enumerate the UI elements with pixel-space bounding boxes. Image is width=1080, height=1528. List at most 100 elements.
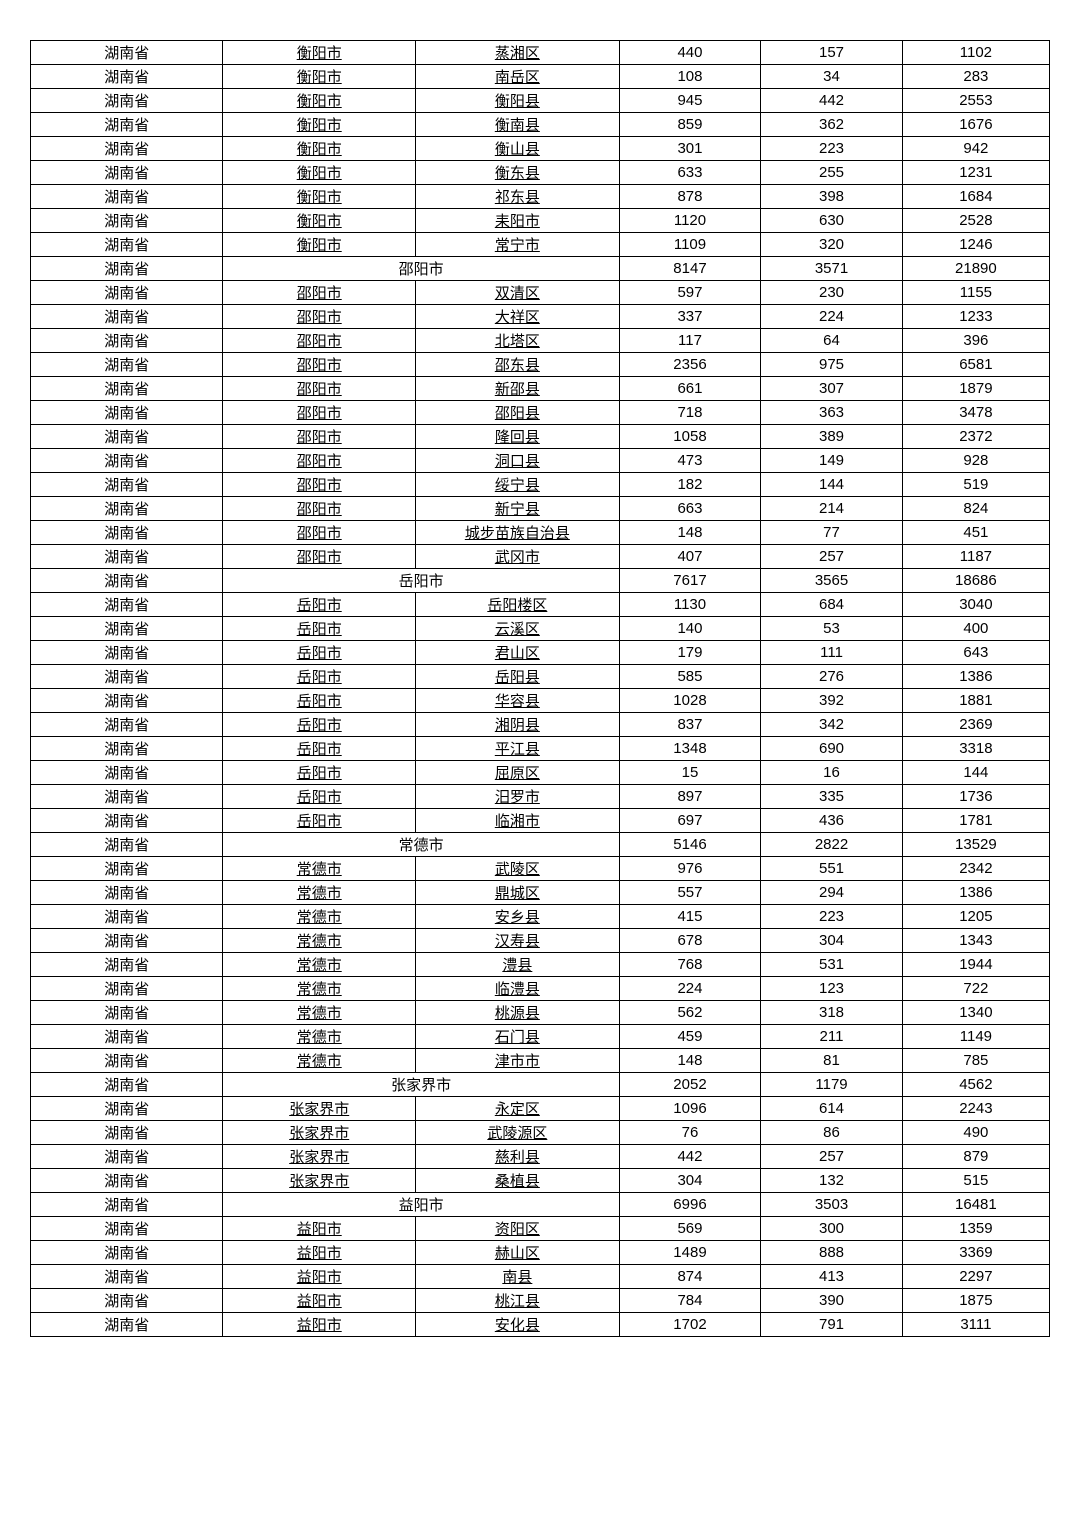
district-cell[interactable]: 石门县 bbox=[415, 1025, 619, 1049]
district-cell[interactable]: 衡山县 bbox=[415, 137, 619, 161]
district-cell[interactable]: 双清区 bbox=[415, 281, 619, 305]
district-cell[interactable]: 武陵源区 bbox=[415, 1121, 619, 1145]
value-cell: 337 bbox=[619, 305, 761, 329]
district-cell[interactable]: 汨罗市 bbox=[415, 785, 619, 809]
district-cell[interactable]: 桃源县 bbox=[415, 1001, 619, 1025]
province-cell: 湖南省 bbox=[31, 1097, 223, 1121]
value-cell: 3318 bbox=[902, 737, 1049, 761]
table-row: 湖南省邵阳市邵阳县7183633478 bbox=[31, 401, 1050, 425]
district-cell[interactable]: 君山区 bbox=[415, 641, 619, 665]
province-cell: 湖南省 bbox=[31, 377, 223, 401]
district-cell[interactable]: 大祥区 bbox=[415, 305, 619, 329]
value-cell: 1120 bbox=[619, 209, 761, 233]
city-cell: 衡阳市 bbox=[223, 209, 415, 233]
province-cell: 湖南省 bbox=[31, 89, 223, 113]
city-cell: 衡阳市 bbox=[223, 65, 415, 89]
district-cell[interactable]: 常宁市 bbox=[415, 233, 619, 257]
value-cell: 551 bbox=[761, 857, 903, 881]
province-cell: 湖南省 bbox=[31, 617, 223, 641]
value-cell: 945 bbox=[619, 89, 761, 113]
value-cell: 515 bbox=[902, 1169, 1049, 1193]
province-cell: 湖南省 bbox=[31, 857, 223, 881]
value-cell: 304 bbox=[619, 1169, 761, 1193]
district-cell[interactable]: 北塔区 bbox=[415, 329, 619, 353]
value-cell: 2342 bbox=[902, 857, 1049, 881]
district-cell[interactable]: 华容县 bbox=[415, 689, 619, 713]
district-cell[interactable]: 南岳区 bbox=[415, 65, 619, 89]
district-cell[interactable]: 赫山区 bbox=[415, 1241, 619, 1265]
district-cell[interactable]: 平江县 bbox=[415, 737, 619, 761]
province-cell: 湖南省 bbox=[31, 161, 223, 185]
value-cell: 362 bbox=[761, 113, 903, 137]
district-cell[interactable]: 武冈市 bbox=[415, 545, 619, 569]
value-cell: 630 bbox=[761, 209, 903, 233]
value-cell: 784 bbox=[619, 1289, 761, 1313]
value-cell: 1359 bbox=[902, 1217, 1049, 1241]
district-cell[interactable]: 蒸湘区 bbox=[415, 41, 619, 65]
value-cell: 585 bbox=[619, 665, 761, 689]
district-cell[interactable]: 安化县 bbox=[415, 1313, 619, 1337]
district-cell[interactable]: 云溪区 bbox=[415, 617, 619, 641]
value-cell: 1155 bbox=[902, 281, 1049, 305]
city-cell: 岳阳市 bbox=[223, 761, 415, 785]
district-cell[interactable]: 屈原区 bbox=[415, 761, 619, 785]
district-cell[interactable]: 鼎城区 bbox=[415, 881, 619, 905]
value-cell: 148 bbox=[619, 1049, 761, 1073]
city-cell: 衡阳市 bbox=[223, 89, 415, 113]
district-cell[interactable]: 临湘市 bbox=[415, 809, 619, 833]
district-cell[interactable]: 资阳区 bbox=[415, 1217, 619, 1241]
province-cell: 湖南省 bbox=[31, 809, 223, 833]
district-cell[interactable]: 洞口县 bbox=[415, 449, 619, 473]
district-cell[interactable]: 隆回县 bbox=[415, 425, 619, 449]
district-cell[interactable]: 汉寿县 bbox=[415, 929, 619, 953]
district-cell[interactable]: 岳阳县 bbox=[415, 665, 619, 689]
province-cell: 湖南省 bbox=[31, 665, 223, 689]
city-cell: 邵阳市 bbox=[223, 329, 415, 353]
value-cell: 318 bbox=[761, 1001, 903, 1025]
value-cell: 223 bbox=[761, 137, 903, 161]
district-cell[interactable]: 邵东县 bbox=[415, 353, 619, 377]
district-cell[interactable]: 桃江县 bbox=[415, 1289, 619, 1313]
value-cell: 1109 bbox=[619, 233, 761, 257]
district-cell[interactable]: 耒阳市 bbox=[415, 209, 619, 233]
value-cell: 3565 bbox=[761, 569, 903, 593]
province-cell: 湖南省 bbox=[31, 113, 223, 137]
district-cell[interactable]: 新邵县 bbox=[415, 377, 619, 401]
district-cell[interactable]: 临澧县 bbox=[415, 977, 619, 1001]
district-cell[interactable]: 绥宁县 bbox=[415, 473, 619, 497]
city-cell: 益阳市 bbox=[223, 1313, 415, 1337]
value-cell: 451 bbox=[902, 521, 1049, 545]
value-cell: 81 bbox=[761, 1049, 903, 1073]
city-cell: 衡阳市 bbox=[223, 185, 415, 209]
district-cell[interactable]: 慈利县 bbox=[415, 1145, 619, 1169]
province-cell: 湖南省 bbox=[31, 953, 223, 977]
table-row: 湖南省岳阳市临湘市6974361781 bbox=[31, 809, 1050, 833]
province-cell: 湖南省 bbox=[31, 1265, 223, 1289]
district-cell[interactable]: 津市市 bbox=[415, 1049, 619, 1073]
district-cell[interactable]: 祁东县 bbox=[415, 185, 619, 209]
district-cell[interactable]: 衡阳县 bbox=[415, 89, 619, 113]
city-cell: 邵阳市 bbox=[223, 521, 415, 545]
table-row: 湖南省张家界市武陵源区7686490 bbox=[31, 1121, 1050, 1145]
district-cell[interactable]: 邵阳县 bbox=[415, 401, 619, 425]
value-cell: 257 bbox=[761, 545, 903, 569]
district-cell[interactable]: 岳阳楼区 bbox=[415, 593, 619, 617]
district-cell[interactable]: 澧县 bbox=[415, 953, 619, 977]
value-cell: 1881 bbox=[902, 689, 1049, 713]
value-cell: 389 bbox=[761, 425, 903, 449]
province-cell: 湖南省 bbox=[31, 737, 223, 761]
value-cell: 519 bbox=[902, 473, 1049, 497]
district-cell[interactable]: 新宁县 bbox=[415, 497, 619, 521]
value-cell: 690 bbox=[761, 737, 903, 761]
district-cell[interactable]: 武陵区 bbox=[415, 857, 619, 881]
district-cell[interactable]: 南县 bbox=[415, 1265, 619, 1289]
district-cell[interactable]: 衡南县 bbox=[415, 113, 619, 137]
district-cell[interactable]: 城步苗族自治县 bbox=[415, 521, 619, 545]
district-cell[interactable]: 安乡县 bbox=[415, 905, 619, 929]
district-cell[interactable]: 衡东县 bbox=[415, 161, 619, 185]
district-cell[interactable]: 湘阴县 bbox=[415, 713, 619, 737]
district-cell[interactable]: 桑植县 bbox=[415, 1169, 619, 1193]
value-cell: 2243 bbox=[902, 1097, 1049, 1121]
district-cell[interactable]: 永定区 bbox=[415, 1097, 619, 1121]
province-cell: 湖南省 bbox=[31, 1049, 223, 1073]
